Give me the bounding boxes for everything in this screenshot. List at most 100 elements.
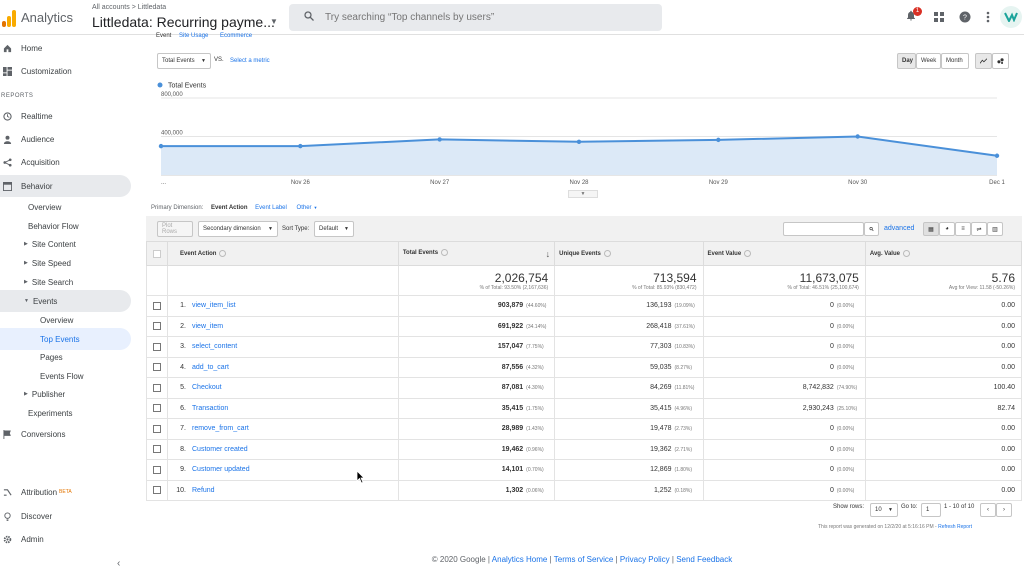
refresh-report-link[interactable]: Refresh Report: [938, 524, 972, 530]
row-checkbox[interactable]: [153, 404, 161, 413]
breadcrumb-all-accounts[interactable]: All accounts: [92, 4, 130, 11]
table-search-input[interactable]: [783, 222, 864, 236]
table-search-button[interactable]: [864, 222, 879, 236]
event-action-link[interactable]: select_content: [192, 343, 238, 351]
sidebar-item-top-events[interactable]: Top Events: [0, 328, 131, 350]
row-checkbox[interactable]: [153, 322, 161, 331]
sidebar-item-publisher[interactable]: ▶ Publisher: [24, 383, 65, 405]
sidebar-item-home[interactable]: Home: [0, 37, 42, 59]
chevron-down-icon[interactable]: ▼: [568, 190, 598, 198]
column-header-total-events[interactable]: Total Events ↓: [397, 241, 556, 266]
footer-link-feedback[interactable]: Send Feedback: [676, 555, 733, 564]
column-header-avg-value[interactable]: Avg. Value: [864, 241, 1023, 266]
column-header-unique-events[interactable]: Unique Events: [554, 241, 704, 266]
sidebar-item-audience[interactable]: Audience: [0, 128, 54, 150]
collapse-sidebar-icon[interactable]: ‹: [117, 558, 121, 569]
help-icon[interactable]: [219, 249, 227, 257]
next-page-button[interactable]: ›: [996, 503, 1012, 517]
sidebar-item-discover[interactable]: Discover: [0, 505, 52, 527]
caret-down-icon[interactable]: ▼: [313, 205, 318, 210]
sidebar-item-behavior-flow[interactable]: Behavior Flow: [28, 215, 79, 237]
row-checkbox[interactable]: [153, 342, 161, 351]
footer-link-terms[interactable]: Terms of Service: [553, 555, 614, 564]
event-action-link[interactable]: add_to_cart: [192, 363, 229, 371]
analytics-logo-icon[interactable]: [2, 9, 16, 27]
advanced-link[interactable]: advanced: [884, 225, 915, 232]
column-header-event-value[interactable]: Event Value: [702, 241, 866, 266]
show-rows-select[interactable]: 10 ▼: [870, 503, 898, 517]
sidebar-item-conversions[interactable]: Conversions: [0, 423, 65, 445]
goto-input[interactable]: 1: [921, 503, 941, 517]
avatar[interactable]: [1000, 6, 1022, 28]
select-all-checkbox[interactable]: [153, 249, 161, 258]
row-checkbox[interactable]: [153, 363, 161, 372]
sidebar-item-site-content[interactable]: ▶ Site Content: [24, 233, 76, 255]
sidebar-item-events[interactable]: ▼ Events: [0, 290, 131, 312]
sidebar-item-acquisition[interactable]: Acquisition: [0, 151, 60, 173]
breadcrumb-account[interactable]: Littledata: [137, 4, 167, 11]
tab-ecommerce[interactable]: Ecommerce: [220, 33, 253, 39]
more-vert-icon[interactable]: [985, 11, 991, 23]
dimension-event-label[interactable]: Event Label: [255, 205, 287, 211]
sidebar-item-attribution[interactable]: Attribution BETA: [0, 481, 72, 503]
sidebar-item-site-speed[interactable]: ▶ Site Speed: [24, 252, 71, 274]
event-action-link[interactable]: Checkout: [192, 384, 222, 392]
event-action-link[interactable]: Refund: [192, 486, 215, 494]
search-input[interactable]: [325, 8, 645, 27]
sidebar-item-pages[interactable]: Pages: [40, 346, 63, 368]
sidebar-item-customization[interactable]: Customization: [0, 60, 72, 82]
footer-link-analytics-home[interactable]: Analytics Home: [491, 555, 548, 564]
row-checkbox[interactable]: [153, 424, 161, 433]
help-icon[interactable]: [441, 248, 449, 256]
granularity-month-button[interactable]: Month: [941, 53, 969, 69]
event-action-link[interactable]: Customer created: [192, 445, 248, 453]
column-header-event-action[interactable]: Event Action: [167, 241, 399, 266]
footer-link-privacy[interactable]: Privacy Policy: [619, 555, 670, 564]
tab-event[interactable]: Event: [156, 33, 172, 39]
sidebar-item-behavior-overview[interactable]: Overview: [28, 196, 61, 218]
sidebar-item-admin[interactable]: Admin: [0, 528, 44, 550]
sort-type-dropdown[interactable]: Default ▼: [314, 221, 354, 237]
pivot-view-icon[interactable]: ▥: [987, 222, 1003, 236]
dimension-event-action[interactable]: Event Action: [211, 205, 248, 211]
row-checkbox[interactable]: [153, 301, 161, 310]
property-selector[interactable]: Littledata: Recurring payme...: [92, 14, 275, 30]
pie-view-icon[interactable]: ◕: [939, 222, 955, 236]
event-action-link[interactable]: view_item_list: [192, 302, 236, 310]
plot-rows-button[interactable]: Plot Rows: [157, 221, 193, 237]
help-icon[interactable]: ?: [959, 11, 971, 23]
row-checkbox[interactable]: [153, 445, 161, 454]
granularity-day-button[interactable]: Day: [897, 53, 916, 69]
sidebar-item-events-overview[interactable]: Overview: [40, 309, 73, 331]
event-action-link[interactable]: Customer updated: [192, 466, 250, 474]
row-checkbox[interactable]: [153, 383, 161, 392]
caret-down-icon[interactable]: ▼: [270, 17, 278, 26]
granularity-week-button[interactable]: Week: [916, 53, 941, 69]
sort-desc-icon[interactable]: ↓: [545, 248, 551, 259]
chart-resize-handle[interactable]: ▼: [146, 190, 1016, 198]
select-metric-link[interactable]: Select a metric: [230, 58, 270, 64]
sidebar-item-site-search[interactable]: ▶ Site Search: [24, 271, 73, 293]
table-view-icon[interactable]: ▦: [923, 222, 939, 236]
row-checkbox[interactable]: [153, 465, 161, 474]
row-checkbox[interactable]: [153, 486, 161, 495]
secondary-dimension-dropdown[interactable]: Secondary dimension ▼: [198, 221, 278, 237]
event-action-link[interactable]: view_item: [192, 322, 224, 330]
sidebar-item-behavior[interactable]: Behavior: [0, 175, 131, 197]
motion-chart-toggle[interactable]: [992, 53, 1009, 69]
sidebar-item-events-flow[interactable]: Events Flow: [40, 365, 84, 387]
help-icon[interactable]: [744, 249, 752, 257]
performance-view-icon[interactable]: ≡: [955, 222, 971, 236]
apps-grid-icon[interactable]: [934, 12, 944, 22]
line-chart-toggle[interactable]: [975, 53, 992, 69]
metric-dropdown[interactable]: Total Events ▼: [157, 53, 211, 69]
comparison-view-icon[interactable]: ⇌: [971, 222, 987, 236]
help-icon[interactable]: [902, 249, 910, 257]
breadcrumb[interactable]: All accounts > Littledata: [92, 4, 166, 11]
event-action-link[interactable]: Transaction: [192, 404, 229, 412]
event-action-link[interactable]: remove_from_cart: [192, 425, 249, 433]
sidebar-item-realtime[interactable]: Realtime: [0, 105, 53, 127]
prev-page-button[interactable]: ‹: [980, 503, 996, 517]
sidebar-item-experiments[interactable]: Experiments: [28, 402, 72, 424]
app-name[interactable]: Analytics: [21, 10, 74, 25]
